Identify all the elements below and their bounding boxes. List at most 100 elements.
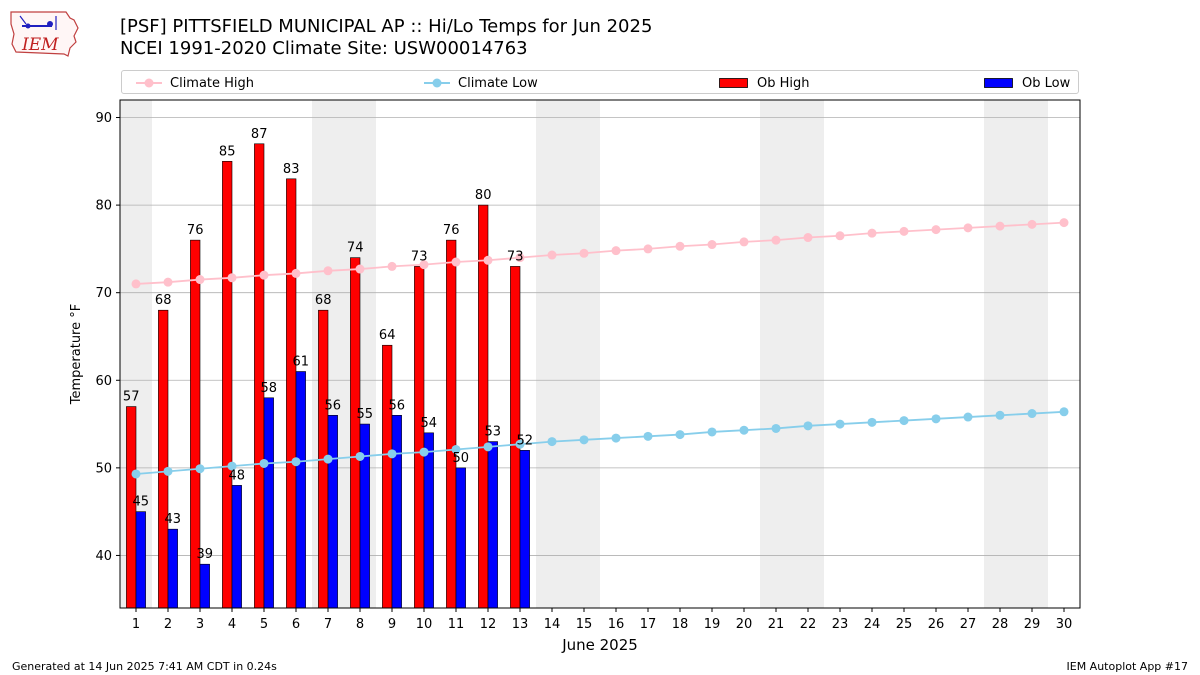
climate-low-point (547, 437, 557, 447)
x-tick-label: 23 (832, 617, 849, 632)
weekend-shade (536, 100, 568, 608)
legend-climate-high: Climate High (136, 74, 254, 92)
climate-low-point (355, 451, 365, 461)
climate-low-point (771, 423, 781, 433)
y-tick-label: 80 (95, 199, 112, 214)
ob-low-label: 54 (421, 416, 438, 431)
legend-climate-low: Climate Low (424, 74, 538, 92)
ob-low-bar (327, 415, 338, 609)
weekend-shade (792, 100, 824, 608)
x-tick-label: 10 (416, 617, 433, 632)
climate-high-point (451, 257, 461, 267)
x-tick-label: 2 (164, 617, 172, 632)
ob-low-label: 61 (293, 355, 310, 370)
ob-low-label: 58 (261, 381, 278, 396)
climate-high-point (419, 260, 429, 270)
x-tick-label: 28 (992, 617, 1009, 632)
x-tick-label: 14 (544, 617, 561, 632)
climate-low-point (739, 425, 749, 435)
climate-high-point (803, 233, 813, 243)
ob-low-bar (423, 432, 434, 609)
y-tick-label: 70 (95, 286, 112, 301)
climate-low-point (611, 433, 621, 443)
ob-low-label: 50 (453, 451, 470, 466)
x-tick-label: 19 (704, 617, 721, 632)
y-axis-label: Temperature °F (69, 304, 84, 405)
climate-low-point (867, 417, 877, 427)
ob-low-label: 56 (325, 398, 342, 413)
x-tick-label: 20 (736, 617, 753, 632)
climate-low-point (675, 430, 685, 440)
ob-high-bar (478, 204, 489, 609)
climate-high-point (355, 264, 365, 274)
climate-high-point (643, 244, 653, 254)
climate-low-point (835, 419, 845, 429)
x-tick-label: 1 (132, 617, 140, 632)
climate-low-point (963, 412, 973, 422)
ob-high-label: 80 (475, 188, 492, 203)
ob-low-label: 43 (165, 512, 182, 527)
ob-low-bar (455, 467, 466, 609)
y-tick-label: 50 (95, 461, 112, 476)
climate-low-point (515, 439, 525, 449)
climate-high-point (579, 248, 589, 258)
chart-title-line-1: [PSF] PITTSFIELD MUNICIPAL AP :: Hi/Lo T… (120, 16, 653, 37)
chart-subtitle: NCEI 1991-2020 Climate Site: USW00014763 (120, 38, 528, 59)
x-tick-label: 11 (448, 617, 465, 632)
x-tick-label: 9 (388, 617, 396, 632)
iem-logo: IEM (8, 6, 82, 60)
footer-app: IEM Autoplot App #17 (1066, 660, 1189, 673)
climate-low-point (323, 454, 333, 464)
climate-low-point (1027, 409, 1037, 419)
x-tick-label: 26 (928, 617, 945, 632)
climate-high-point (611, 246, 621, 256)
ob-low-bar (391, 415, 402, 609)
chart-legend: Climate High Climate Low Ob High Ob Low (121, 70, 1079, 94)
ob-high-bar (158, 309, 169, 609)
ob-high-label: 76 (187, 223, 204, 238)
climate-high-point (835, 231, 845, 241)
y-tick-label: 60 (95, 374, 112, 389)
ob-low-label: 52 (517, 433, 534, 448)
climate-low-point (419, 447, 429, 457)
ob-low-label: 53 (485, 425, 502, 440)
ob-high-label: 73 (411, 249, 428, 264)
climate-high-point (1059, 218, 1069, 228)
ob-low-bar (231, 485, 242, 609)
ob-high-bar (286, 178, 297, 609)
ob-high-label: 68 (315, 293, 332, 308)
climate-high-point (963, 223, 973, 233)
legend-ob-high: Ob High (719, 74, 810, 92)
climate-high-point (483, 255, 493, 265)
climate-high-point (995, 221, 1005, 231)
footer-generated: Generated at 14 Jun 2025 7:41 AM CDT in … (12, 660, 277, 673)
ob-low-bar (359, 423, 370, 609)
climate-high-point (771, 235, 781, 245)
ob-low-bar (263, 397, 274, 609)
x-tick-label: 6 (292, 617, 300, 632)
legend-climate-high-label: Climate High (170, 75, 255, 91)
y-tick-label: 90 (95, 111, 112, 126)
weekend-shade (568, 100, 600, 608)
ob-low-bar (519, 450, 530, 609)
ob-high-bar (414, 266, 425, 609)
x-tick-label: 24 (864, 617, 881, 632)
x-tick-label: 13 (512, 617, 529, 632)
legend-ob-low-label: Ob Low (1022, 75, 1071, 91)
climate-low-point (195, 464, 205, 474)
ob-high-label: 73 (507, 249, 524, 264)
ob-high-label: 76 (443, 223, 460, 238)
ob-high-bar (382, 344, 393, 609)
climate-low-point (227, 461, 237, 471)
climate-low-point (451, 444, 461, 454)
weekend-shade (760, 100, 792, 608)
climate-high-point (131, 279, 141, 289)
ob-high-bar (254, 143, 265, 609)
ob-high-label: 68 (155, 293, 172, 308)
x-tick-label: 5 (260, 617, 268, 632)
legend-ob-low: Ob Low (984, 74, 1070, 92)
ob-low-label: 48 (229, 468, 246, 483)
climate-high-point (867, 228, 877, 238)
climate-high-point (259, 270, 269, 280)
